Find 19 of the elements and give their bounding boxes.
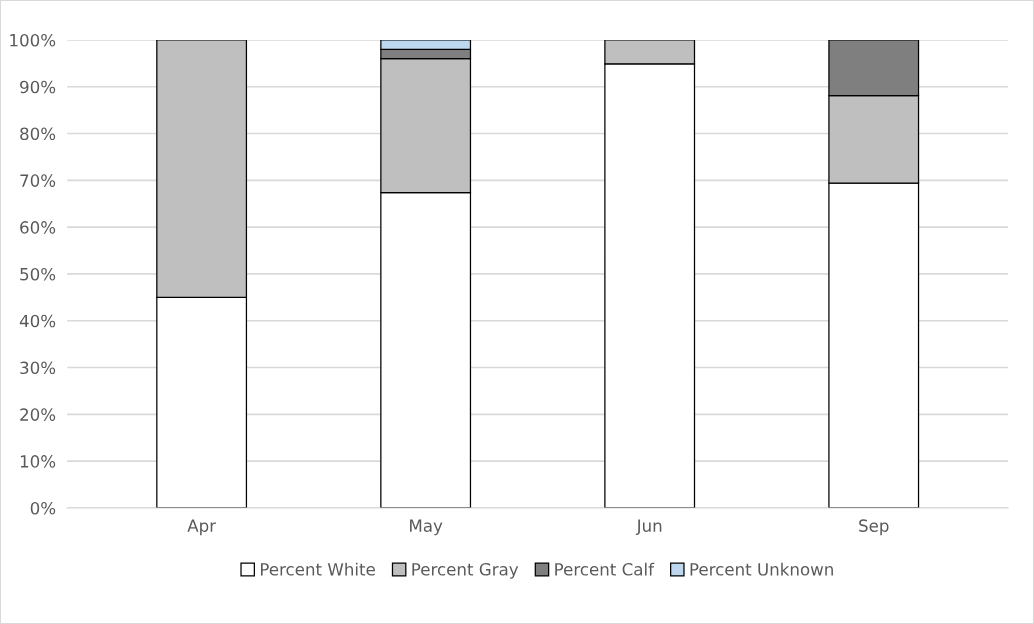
y-tick-label: 80% (20, 127, 56, 141)
y-tick-label: 60% (20, 221, 56, 234)
legend-label: Percent Calf (555, 562, 655, 576)
y-tick-label: 20% (20, 408, 56, 421)
legend-label: Percent Unknown (690, 562, 833, 576)
y-tick-label: 100% (10, 33, 56, 47)
y-tick-label: 30% (20, 361, 56, 375)
x-tick-label: Sep (859, 519, 889, 536)
y-tick-label: 50% (20, 267, 56, 281)
y-tick-label: 10% (20, 455, 56, 468)
x-tick-label: Apr (187, 519, 217, 536)
legend-label: Percent White (260, 562, 375, 576)
legend-label: Percent Gray (412, 563, 519, 579)
y-tick-label: 0% (30, 501, 56, 515)
x-tick-label: May (410, 519, 443, 536)
y-tick-label: 90% (20, 80, 56, 94)
y-tick-label: 70% (20, 174, 56, 187)
x-tick-label: Jun (635, 519, 662, 536)
y-tick-label: 40% (19, 314, 56, 328)
